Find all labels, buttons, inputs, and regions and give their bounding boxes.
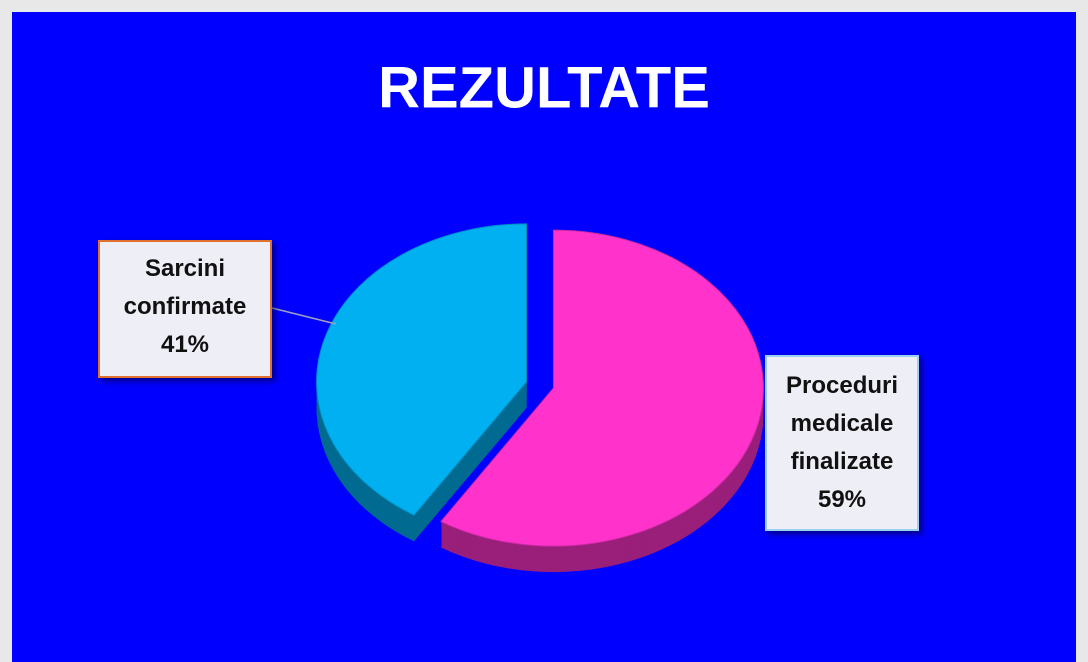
label-value: 59% <box>817 486 867 513</box>
data-label: Proceduri medicale finalizate 59% <box>765 355 919 531</box>
chart-title: REZULTATE <box>378 55 710 120</box>
label-category: Sarcini confirmate <box>123 255 247 320</box>
data-label: Sarcini confirmate 41% <box>98 240 272 378</box>
label-value: 41% <box>160 331 210 358</box>
leader-line <box>271 307 337 325</box>
slice <box>316 223 528 516</box>
slice <box>440 229 764 547</box>
label-category: Proceduri medicale finalizate <box>785 372 899 475</box>
